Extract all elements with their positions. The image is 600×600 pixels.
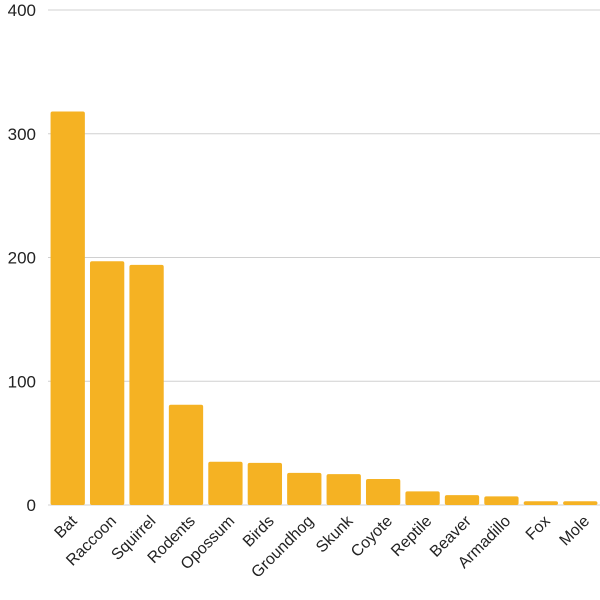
bar-rodents xyxy=(168,404,204,505)
bar-bat xyxy=(50,111,85,505)
bar-mole xyxy=(563,501,598,505)
bar-coyote xyxy=(365,479,401,505)
x-tick-label-fox: Fox xyxy=(523,513,554,544)
bar-fox xyxy=(523,501,559,505)
bar-birds xyxy=(247,462,283,505)
y-tick-label: 100 xyxy=(8,372,36,391)
x-tick-label-coyote: Coyote xyxy=(348,513,396,561)
y-axis-ticks: 0 100 200 300 400 xyxy=(8,1,36,515)
bars xyxy=(50,111,598,505)
x-tick-label-bat: Bat xyxy=(52,512,81,541)
bar-beaver xyxy=(444,495,480,505)
bar-groundhog xyxy=(287,472,322,505)
y-tick-label: 0 xyxy=(27,496,36,515)
bar-reptile xyxy=(405,491,440,505)
bar-armadillo xyxy=(484,496,519,505)
y-tick-label: 400 xyxy=(8,1,36,20)
bar-raccoon xyxy=(89,261,125,505)
y-tick-label: 300 xyxy=(8,125,36,144)
y-tick-label: 200 xyxy=(8,249,36,268)
x-tick-label-reptile: Reptile xyxy=(388,513,435,560)
bar-skunk xyxy=(326,474,361,505)
bar-opossum xyxy=(208,461,243,505)
bar-squirrel xyxy=(129,264,164,505)
x-tick-label-mole: Mole xyxy=(557,513,594,550)
